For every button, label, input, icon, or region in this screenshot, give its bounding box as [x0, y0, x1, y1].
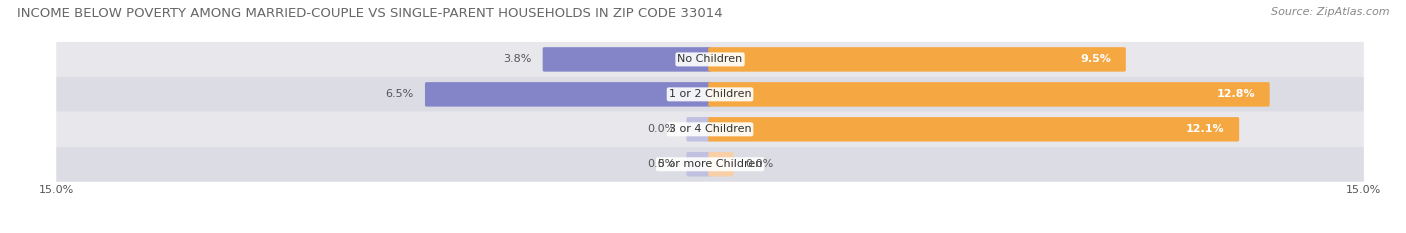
FancyBboxPatch shape — [709, 47, 1126, 72]
Text: 5 or more Children: 5 or more Children — [658, 159, 762, 169]
Text: 6.5%: 6.5% — [385, 89, 413, 99]
FancyBboxPatch shape — [709, 152, 734, 177]
Text: Source: ZipAtlas.com: Source: ZipAtlas.com — [1271, 7, 1389, 17]
Text: 0.0%: 0.0% — [647, 159, 675, 169]
FancyBboxPatch shape — [686, 152, 711, 177]
FancyBboxPatch shape — [56, 77, 1364, 112]
Text: 9.5%: 9.5% — [1080, 55, 1111, 64]
FancyBboxPatch shape — [425, 82, 711, 107]
FancyBboxPatch shape — [56, 147, 1364, 182]
Text: 3 or 4 Children: 3 or 4 Children — [669, 124, 751, 134]
Text: 3.8%: 3.8% — [503, 55, 531, 64]
FancyBboxPatch shape — [709, 82, 1270, 107]
Text: 0.0%: 0.0% — [745, 159, 773, 169]
FancyBboxPatch shape — [709, 117, 1239, 142]
FancyBboxPatch shape — [543, 47, 711, 72]
FancyBboxPatch shape — [56, 112, 1364, 147]
Text: 12.1%: 12.1% — [1185, 124, 1225, 134]
Text: No Children: No Children — [678, 55, 742, 64]
Text: 12.8%: 12.8% — [1216, 89, 1256, 99]
Text: 0.0%: 0.0% — [647, 124, 675, 134]
FancyBboxPatch shape — [56, 42, 1364, 77]
Legend: Married Couples, Single Parents: Married Couples, Single Parents — [586, 230, 834, 233]
Text: INCOME BELOW POVERTY AMONG MARRIED-COUPLE VS SINGLE-PARENT HOUSEHOLDS IN ZIP COD: INCOME BELOW POVERTY AMONG MARRIED-COUPL… — [17, 7, 723, 20]
Text: 1 or 2 Children: 1 or 2 Children — [669, 89, 751, 99]
FancyBboxPatch shape — [686, 117, 711, 142]
